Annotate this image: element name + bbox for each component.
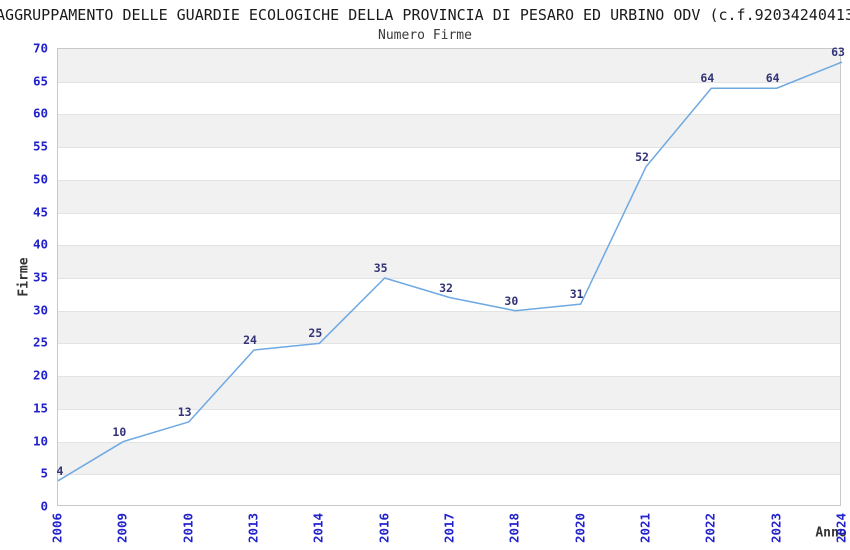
grid-band <box>58 179 840 213</box>
x-tick-label: 2023 <box>768 512 784 544</box>
data-label: 13 <box>177 404 192 419</box>
y-tick-label: 35 <box>32 269 48 285</box>
y-tick-label: 70 <box>32 40 48 56</box>
grid-band <box>58 376 840 409</box>
data-label: 4 <box>56 463 64 478</box>
grid-band <box>58 245 840 278</box>
x-tick-label: 2020 <box>572 512 588 544</box>
gridline <box>58 147 840 149</box>
gridline <box>58 212 840 214</box>
x-tick-label: 2009 <box>114 512 130 544</box>
grid-band <box>58 114 840 148</box>
y-tick-label: 65 <box>32 73 48 89</box>
gridline <box>58 441 840 443</box>
x-axis-title: Anno <box>815 525 847 541</box>
x-tick-label: 2022 <box>702 512 718 544</box>
data-label: 32 <box>439 280 453 295</box>
gridline <box>58 408 840 410</box>
gridline <box>58 310 840 312</box>
x-tick-label: 2013 <box>245 512 261 544</box>
x-tick-label: 2024 <box>833 512 849 544</box>
gridline <box>58 376 840 378</box>
y-tick-label: 25 <box>32 334 48 350</box>
grid-band <box>58 441 840 475</box>
x-tick-label: 2006 <box>49 512 65 544</box>
data-label: 25 <box>308 326 323 341</box>
data-label: 64 <box>700 71 715 86</box>
plot-area <box>57 48 843 506</box>
data-label: 10 <box>112 424 127 439</box>
x-tick-label: 2017 <box>441 512 457 544</box>
data-label: 52 <box>635 149 649 164</box>
x-tick-label: 2016 <box>376 512 392 544</box>
line-series-svg <box>57 61 843 482</box>
line-series <box>57 61 843 482</box>
y-tick-label: 20 <box>32 367 48 383</box>
gridline <box>58 474 840 476</box>
gridline <box>58 245 840 247</box>
x-tick-label: 2021 <box>637 512 653 544</box>
y-tick-label: 50 <box>32 171 48 187</box>
gridline <box>58 278 840 279</box>
data-label: 30 <box>504 293 519 308</box>
gridline <box>58 114 840 116</box>
y-tick-label: 40 <box>32 236 48 252</box>
x-tick-label: 2014 <box>310 512 326 544</box>
gridline <box>58 179 840 181</box>
x-tick-label: 2018 <box>506 512 522 544</box>
y-tick-label: 55 <box>32 138 48 154</box>
data-label: 24 <box>243 332 257 347</box>
data-label: 35 <box>373 261 388 275</box>
gridline <box>58 343 840 345</box>
y-tick-label: 10 <box>32 433 48 449</box>
y-tick-label: 5 <box>40 465 48 481</box>
data-label: 63 <box>831 45 845 60</box>
y-tick-label: 15 <box>32 400 48 416</box>
y-tick-label: 0 <box>40 498 48 514</box>
grid-band <box>58 49 840 82</box>
y-tick-label: 60 <box>32 105 48 121</box>
x-tick-label: 2010 <box>180 512 196 544</box>
gridline <box>58 81 840 83</box>
page-title: AGGRUPPAMENTO DELLE GUARDIE ECOLOGICHE D… <box>0 6 850 24</box>
data-label: 31 <box>569 287 584 302</box>
chart-title: Numero Firme <box>378 28 472 43</box>
y-tick-label: 30 <box>32 302 48 318</box>
data-label: 64 <box>765 71 780 86</box>
grid-band <box>58 310 840 344</box>
y-tick-label: 45 <box>32 204 48 220</box>
